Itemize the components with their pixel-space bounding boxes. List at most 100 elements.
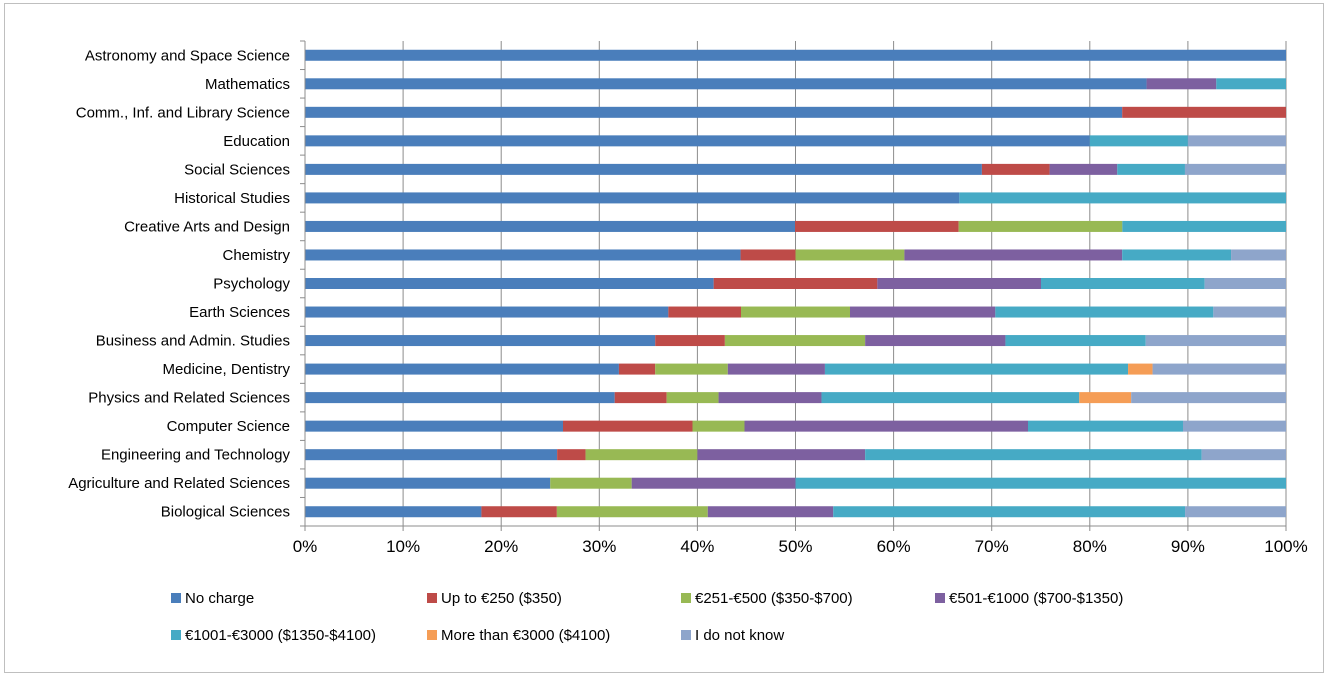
category-label-physics-and-related-sciences: Physics and Related Sciences	[88, 390, 290, 407]
x-tick-label: 80%	[1073, 537, 1107, 556]
bar-earth-sciences-501-1000-700-1350	[850, 306, 996, 318]
bar-computer-science-1001-3000-1350-4100	[1027, 420, 1183, 432]
bar-historical-studies-no-charge	[305, 192, 960, 204]
legend-swatch-i-do-not-know	[681, 630, 691, 640]
legend-swatch-251-500-350-700	[681, 593, 691, 603]
bar-medicine-dentistry-up-to-250-350	[618, 363, 656, 375]
bar-psychology-1001-3000-1350-4100	[1040, 278, 1205, 289]
axis	[300, 40, 1287, 531]
bar-medicine-dentistry-251-500-350-700	[655, 363, 728, 375]
bar-engineering-and-technology-up-to-250-350	[557, 449, 586, 461]
category-label-medicine-dentistry: Medicine, Dentistry	[162, 361, 290, 378]
bar-social-sciences-1001-3000-1350-4100	[1117, 163, 1185, 175]
bar-physics-and-related-sciences-more-than-3000-4100	[1079, 392, 1132, 404]
bar-business-and-admin-studies-up-to-250-350	[655, 335, 725, 347]
bar-chemistry-1001-3000-1350-4100	[1122, 249, 1232, 261]
bar-psychology-501-1000-700-1350	[877, 278, 1041, 289]
category-label-comm-inf-and-library-science: Comm., Inf. and Library Science	[76, 104, 290, 121]
category-label-mathematics: Mathematics	[205, 76, 290, 93]
bar-earth-sciences-no-charge	[305, 306, 669, 318]
bar-agriculture-and-related-sciences-no-charge	[305, 477, 551, 489]
bar-physics-and-related-sciences-501-1000-700-1350	[718, 392, 822, 404]
bar-physics-and-related-sciences-no-charge	[305, 392, 615, 404]
category-labels: Astronomy and Space Science Mathematics Co…	[68, 47, 290, 520]
bar-earth-sciences-251-500-350-700	[741, 306, 850, 318]
bar-creative-arts-and-design-251-500-350-700	[958, 220, 1123, 232]
bar-astronomy-and-space-science-no-charge	[305, 49, 1286, 61]
legend-label-no-charge: No charge	[185, 590, 254, 607]
category-label-historical-studies: Historical Studies	[174, 190, 290, 207]
category-label-agriculture-and-related-sciences: Agriculture and Related Sciences	[68, 475, 290, 492]
legend-swatch-no-charge	[171, 593, 181, 603]
bar-biological-sciences-1001-3000-1350-4100	[833, 506, 1186, 518]
legend-swatch-more-than-3000-4100	[427, 630, 437, 640]
bar-mathematics-no-charge	[305, 78, 1147, 90]
bar-business-and-admin-studies-no-charge	[305, 335, 656, 347]
bar-earth-sciences-1001-3000-1350-4100	[995, 306, 1214, 318]
bar-physics-and-related-sciences-1001-3000-1350-4100	[821, 392, 1080, 404]
legend-label-1001-3000-1350-4100: €1001-€3000 ($1350-$4100)	[185, 627, 376, 644]
bar-engineering-and-technology-501-1000-700-1350	[697, 449, 866, 461]
legend-label-501-1000-700-1350: €501-€1000 ($700-$1350)	[949, 590, 1123, 607]
bar-engineering-and-technology-251-500-350-700	[585, 449, 698, 461]
x-tick-label: 20%	[484, 537, 518, 556]
bar-computer-science-up-to-250-350	[563, 420, 693, 432]
x-tick-label: 10%	[386, 537, 420, 556]
bars	[305, 49, 1286, 518]
x-tick-label: 30%	[582, 537, 616, 556]
bar-psychology-i-do-not-know	[1204, 278, 1286, 289]
bar-comm-inf-and-library-science-up-to-250-350	[1122, 106, 1286, 118]
stacked-bar-chart: Astronomy and Space Science Mathematics Co…	[68, 40, 1308, 644]
bar-psychology-no-charge	[305, 278, 714, 289]
bar-biological-sciences-up-to-250-350	[481, 506, 557, 518]
bar-medicine-dentistry-501-1000-700-1350	[727, 363, 825, 375]
bar-physics-and-related-sciences-up-to-250-350	[614, 392, 667, 404]
legend-swatch-up-to-250-350	[427, 593, 437, 603]
bar-creative-arts-and-design-up-to-250-350	[795, 220, 959, 232]
bar-social-sciences-no-charge	[305, 163, 982, 175]
legend-swatch-1001-3000-1350-4100	[171, 630, 181, 640]
bar-medicine-dentistry-more-than-3000-4100	[1128, 363, 1153, 375]
category-label-social-sciences: Social Sciences	[184, 161, 290, 178]
legend-label-up-to-250-350: Up to €250 ($350)	[441, 590, 562, 607]
x-tick-label: 50%	[778, 537, 812, 556]
bar-medicine-dentistry-no-charge	[305, 363, 619, 375]
bar-agriculture-and-related-sciences-1001-3000-1350-4100	[795, 477, 1286, 489]
bar-computer-science-501-1000-700-1350	[744, 420, 1028, 432]
bar-biological-sciences-no-charge	[305, 506, 482, 518]
bar-historical-studies-1001-3000-1350-4100	[959, 192, 1286, 204]
bar-social-sciences-up-to-250-350	[981, 163, 1050, 175]
legend-swatch-501-1000-700-1350	[935, 593, 945, 603]
legend-label-more-than-3000-4100: More than €3000 ($4100)	[441, 627, 610, 644]
bar-chemistry-no-charge	[305, 249, 741, 261]
bar-mathematics-1001-3000-1350-4100	[1216, 78, 1286, 90]
bar-computer-science-i-do-not-know	[1182, 420, 1286, 432]
bar-chemistry-up-to-250-350	[740, 249, 796, 261]
bar-business-and-admin-studies-501-1000-700-1350	[865, 335, 1006, 347]
bar-business-and-admin-studies-1001-3000-1350-4100	[1005, 335, 1146, 347]
bar-medicine-dentistry-i-do-not-know	[1152, 363, 1286, 375]
bar-physics-and-related-sciences-i-do-not-know	[1131, 392, 1286, 404]
bar-business-and-admin-studies-251-500-350-700	[724, 335, 866, 347]
bar-social-sciences-501-1000-700-1350	[1049, 163, 1118, 175]
bar-earth-sciences-i-do-not-know	[1213, 306, 1286, 318]
category-label-engineering-and-technology: Engineering and Technology	[101, 447, 291, 464]
category-label-computer-science: Computer Science	[167, 418, 290, 435]
legend: No charge Up to €250 ($350) €251-€500 ($35…	[171, 590, 1123, 644]
bar-engineering-and-technology-1001-3000-1350-4100	[865, 449, 1202, 461]
bar-business-and-admin-studies-i-do-not-know	[1145, 335, 1286, 347]
bar-chemistry-251-500-350-700	[795, 249, 905, 261]
bar-physics-and-related-sciences-251-500-350-700	[666, 392, 719, 404]
x-tick-label: 100%	[1264, 537, 1307, 556]
category-label-business-and-admin-studies: Business and Admin. Studies	[96, 333, 290, 350]
category-label-earth-sciences: Earth Sciences	[189, 304, 290, 321]
category-label-biological-sciences: Biological Sciences	[161, 504, 290, 521]
bar-agriculture-and-related-sciences-251-500-350-700	[550, 477, 632, 489]
category-label-psychology: Psychology	[213, 276, 290, 293]
x-tick-label: 40%	[680, 537, 714, 556]
bar-biological-sciences-251-500-350-700	[556, 506, 708, 518]
bar-psychology-up-to-250-350	[713, 278, 878, 289]
bar-computer-science-no-charge	[305, 420, 564, 432]
category-label-astronomy-and-space-science: Astronomy and Space Science	[85, 47, 290, 64]
category-label-education: Education	[223, 133, 290, 150]
